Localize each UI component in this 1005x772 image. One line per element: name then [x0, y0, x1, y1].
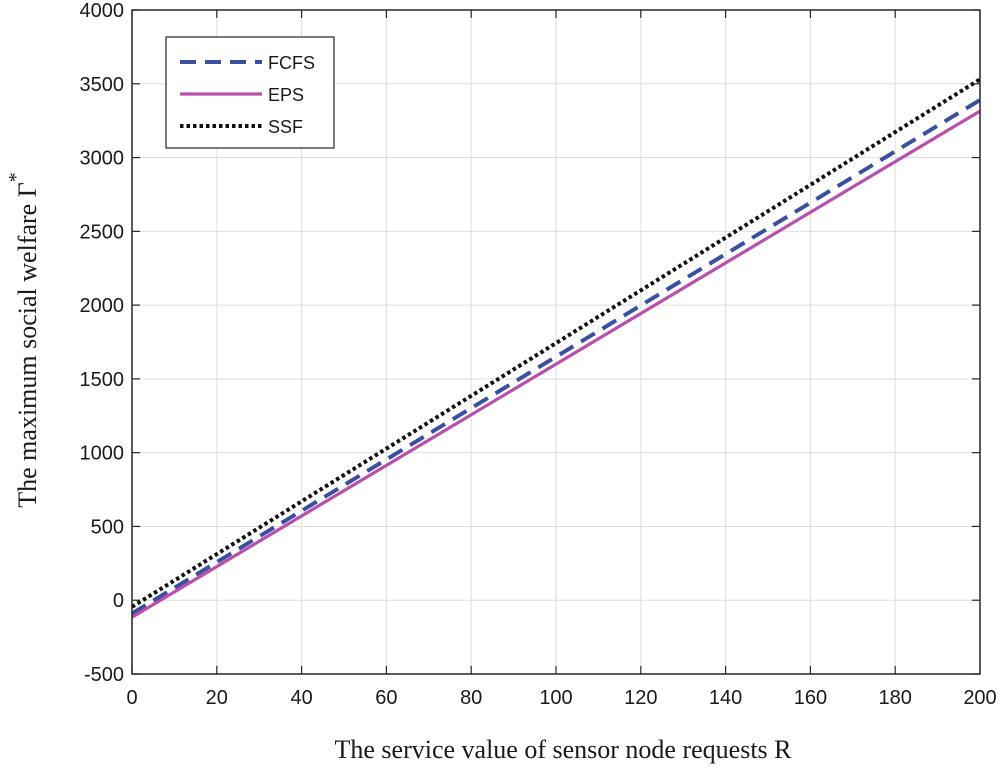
x-tick-label-0: 0 [126, 687, 137, 709]
legend-item-eps: EPS [180, 85, 304, 105]
y-tick-label-2000: 2000 [80, 295, 125, 317]
x-tick-label-20: 20 [206, 687, 228, 709]
y-axis-label: The maximum social welfare Γ* [5, 172, 42, 507]
y-tick-label-3500: 3500 [80, 74, 125, 96]
x-axis-label: The service value of sensor node request… [334, 735, 792, 764]
x-tick-label-40: 40 [290, 687, 312, 709]
x-tick-label-100: 100 [539, 687, 572, 709]
legend-label-fcfs: FCFS [268, 53, 315, 73]
y-tick-label--500: -500 [84, 664, 124, 686]
x-tick-label-200: 200 [963, 687, 996, 709]
y-tick-label-1500: 1500 [80, 369, 125, 391]
x-tick-label-140: 140 [709, 687, 742, 709]
y-axis-label-main: The maximum social welfare Γ [13, 182, 42, 507]
x-tick-label-160: 160 [794, 687, 827, 709]
x-tick-label-180: 180 [879, 687, 912, 709]
legend: FCFS EPS SSF [165, 36, 335, 149]
series-line-fcfs [130, 98, 982, 616]
series-line-eps [131, 109, 981, 619]
legend-item-fcfs: FCFS [180, 53, 315, 73]
y-axis-label-group: The maximum social welfare Γ* [5, 172, 42, 507]
y-tick-label-2500: 2500 [80, 221, 125, 243]
y-tick-label-3000: 3000 [80, 148, 125, 170]
y-tick-label-0: 0 [113, 590, 124, 612]
legend-label-ssf: SSF [268, 117, 303, 137]
legend-item-ssf: SSF [180, 117, 303, 137]
series-line-ssf [130, 77, 982, 609]
y-tick-label-500: 500 [91, 516, 124, 538]
x-tick-label-60: 60 [375, 687, 397, 709]
series-lines [130, 77, 982, 619]
y-axis-label-superscript: * [5, 172, 27, 182]
x-tick-label-120: 120 [624, 687, 657, 709]
axis-ticks: 0 20 40 60 80 100 120 140 160 180 200-500050010001… [80, 0, 997, 709]
plot-frame [131, 9, 981, 675]
y-tick-label-1000: 1000 [80, 443, 125, 465]
x-tick-label-80: 80 [460, 687, 482, 709]
legend-label-eps: EPS [268, 85, 304, 105]
y-tick-label-4000: 4000 [80, 0, 125, 22]
